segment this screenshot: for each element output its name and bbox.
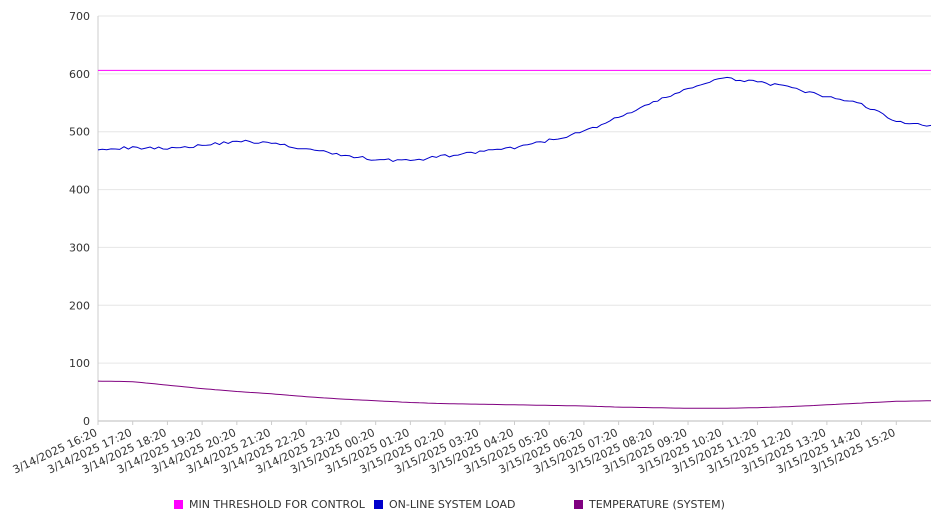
legend-label-min-threshold: MIN THRESHOLD FOR CONTROL: [189, 498, 365, 511]
series-line-on-line-system-load: [97, 76, 932, 163]
y-tick-label: 0: [83, 415, 90, 428]
legend-label-temperature: TEMPERATURE (SYSTEM): [589, 498, 725, 511]
y-tick-label: 700: [69, 10, 90, 23]
series-lines: [97, 69, 932, 409]
legend-item-system-load[interactable]: ON-LINE SYSTEM LOAD: [374, 498, 515, 511]
legend-item-min-threshold[interactable]: MIN THRESHOLD FOR CONTROL: [174, 498, 365, 511]
y-tick-label: 600: [69, 68, 90, 81]
gridlines: [98, 15, 931, 422]
legend: MIN THRESHOLD FOR CONTROL ON-LINE SYSTEM…: [0, 498, 946, 514]
y-tick-label: 400: [69, 184, 90, 197]
legend-swatch-min-threshold: [174, 500, 183, 509]
y-tick-label: 300: [69, 241, 90, 254]
legend-label-system-load: ON-LINE SYSTEM LOAD: [389, 498, 516, 511]
y-tick-label: 200: [69, 299, 90, 312]
legend-swatch-system-load: [374, 500, 383, 509]
series-line-temperature-system: [97, 380, 931, 409]
y-tick-label: 100: [69, 357, 90, 370]
x-axis: 3/14/2025 16:203/14/2025 17:203/14/2025 …: [11, 421, 898, 476]
y-axis: 0 100 200 300 400 500 600 700: [69, 10, 99, 428]
y-tick-label: 500: [69, 126, 90, 139]
legend-item-temperature[interactable]: TEMPERATURE (SYSTEM): [574, 498, 725, 511]
legend-swatch-temperature: [574, 500, 583, 509]
